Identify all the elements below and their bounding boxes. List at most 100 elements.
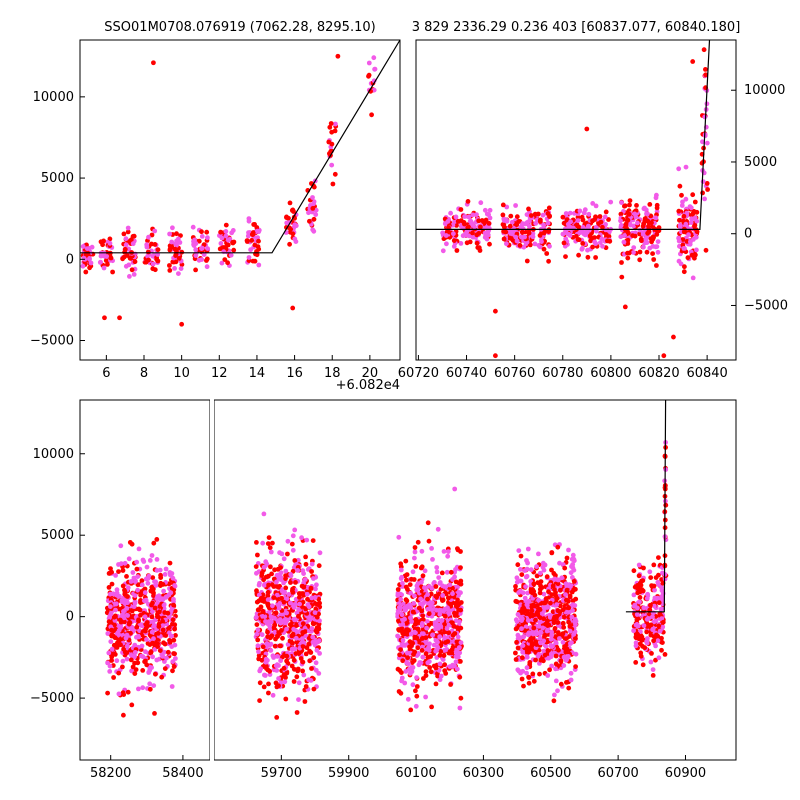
data-point-series-a — [285, 551, 290, 557]
data-point-series-b — [219, 260, 225, 266]
data-point-series-b — [304, 537, 310, 543]
data-point-series-a — [555, 581, 561, 587]
data-point-series-b — [129, 653, 134, 658]
data-point-series-a — [441, 653, 447, 658]
data-point-series-a — [635, 586, 641, 592]
data-point-series-a — [332, 128, 338, 134]
data-point-series-b — [426, 645, 431, 650]
data-point-series-b — [585, 247, 590, 253]
data-point-series-a — [300, 644, 306, 649]
data-point-series-b — [280, 589, 285, 594]
top-right-model-line — [416, 39, 711, 230]
data-point-series-b — [285, 538, 291, 544]
data-point-series-a — [653, 657, 658, 663]
data-point-series-b — [199, 245, 205, 251]
data-point-series-b — [427, 641, 432, 647]
data-point-series-b — [126, 274, 132, 279]
data-point-series-b — [527, 224, 532, 229]
data-point-series-b — [122, 560, 128, 566]
data-point-series-a — [398, 561, 404, 567]
data-point-series-b — [113, 607, 118, 613]
data-point-series-a — [644, 629, 650, 635]
data-point-series-b — [523, 584, 528, 589]
data-point-series-b — [107, 240, 113, 246]
data-point-series-a — [103, 258, 109, 263]
top-left-x-tick-label: 16 — [286, 366, 303, 381]
data-point-series-b — [514, 238, 520, 244]
data-point-series-a — [412, 545, 418, 550]
data-point-series-b — [457, 645, 462, 650]
data-point-series-b — [423, 694, 428, 700]
data-point-series-a — [558, 658, 564, 664]
data-point-series-b — [309, 626, 315, 631]
data-point-series-a — [129, 267, 135, 273]
data-point-series-b — [295, 557, 301, 563]
data-point-series-b — [291, 602, 296, 608]
data-point-series-a — [165, 610, 171, 616]
data-point-series-a — [550, 609, 556, 615]
data-point-series-b — [408, 615, 413, 621]
top-left-x-tick-label: 6 — [102, 366, 110, 381]
data-point-series-b — [445, 549, 451, 554]
data-point-series-a — [529, 604, 535, 610]
data-point-series-b — [412, 593, 417, 599]
data-point-series-b — [301, 571, 306, 576]
data-point-series-a — [534, 610, 540, 616]
data-point-series-a — [573, 664, 578, 669]
data-point-series-a — [635, 590, 641, 596]
data-point-series-a — [428, 669, 434, 675]
data-point-series-b — [442, 606, 448, 612]
data-point-series-a — [106, 585, 112, 590]
data-point-series-b — [151, 683, 157, 688]
data-point-series-b — [457, 619, 462, 625]
data-point-series-a — [701, 47, 707, 53]
data-point-series-a — [273, 610, 279, 616]
data-point-series-b — [256, 262, 262, 268]
data-point-series-a — [546, 205, 552, 211]
data-point-series-a — [478, 224, 483, 230]
data-point-series-b — [223, 229, 229, 234]
data-point-series-a — [271, 595, 277, 600]
data-point-series-b — [659, 585, 664, 590]
data-point-series-b — [310, 227, 316, 233]
data-point-series-b — [172, 266, 178, 271]
data-point-series-a — [605, 238, 610, 244]
top-left-plot-frame — [79, 39, 401, 361]
data-point-series-b — [655, 239, 661, 245]
data-point-series-b — [145, 580, 151, 586]
data-point-series-a — [513, 584, 518, 589]
data-point-series-b — [466, 214, 472, 220]
data-point-series-b — [514, 575, 520, 581]
data-point-series-b — [469, 221, 475, 227]
data-point-series-b — [487, 215, 493, 221]
data-point-series-a — [121, 254, 127, 260]
data-point-series-b — [280, 612, 286, 618]
data-point-series-b — [445, 219, 451, 224]
data-point-series-a — [638, 236, 644, 242]
data-point-series-b — [430, 611, 436, 616]
data-point-series-a — [221, 245, 227, 250]
data-point-series-a — [553, 653, 559, 659]
data-point-series-a — [162, 666, 168, 671]
data-point-series-a — [159, 674, 165, 680]
data-point-series-b — [161, 602, 167, 608]
data-point-series-b — [569, 614, 575, 620]
data-point-series-a — [537, 587, 543, 592]
data-point-series-b — [450, 577, 455, 582]
data-point-series-b — [312, 595, 318, 600]
data-point-series-b — [524, 212, 530, 218]
data-point-series-b — [150, 261, 156, 267]
data-point-series-a — [651, 638, 656, 644]
data-point-series-b — [559, 575, 565, 581]
data-point-series-a — [486, 221, 492, 226]
data-point-series-a — [408, 707, 414, 713]
data-point-series-a — [513, 650, 518, 656]
data-point-series-a — [458, 549, 463, 554]
data-point-series-b — [592, 239, 598, 245]
data-point-series-b — [420, 654, 426, 660]
data-point-series-b — [541, 591, 547, 597]
data-point-series-b — [254, 570, 259, 576]
data-point-series-b — [586, 227, 592, 233]
data-point-series-b — [145, 253, 151, 259]
data-point-series-b — [191, 242, 197, 247]
